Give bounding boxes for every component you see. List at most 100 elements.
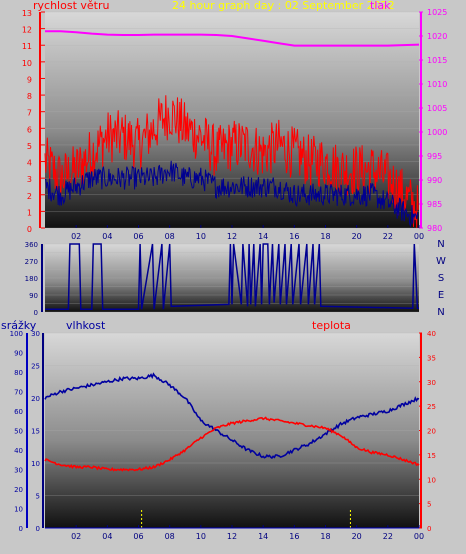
left-tick-label: 10 bbox=[22, 59, 32, 68]
x-tick-label: 16 bbox=[289, 532, 299, 541]
wind-pressure-panel: 0123456789101112139809859909951000100510… bbox=[22, 8, 448, 241]
x-tick-label: 22 bbox=[383, 532, 393, 541]
humidity-tick-label: 25 bbox=[31, 363, 40, 371]
x-tick-label: 22 bbox=[383, 232, 393, 241]
x-tick-label: 16 bbox=[289, 232, 299, 241]
right-tick-label: 1020 bbox=[427, 32, 447, 41]
compass-label: N bbox=[437, 239, 444, 250]
x-tick-label: 00 bbox=[414, 232, 424, 241]
humidity-line bbox=[44, 372, 420, 460]
compass-label: E bbox=[438, 290, 444, 301]
temperature-tick-label: 0 bbox=[427, 525, 431, 533]
x-tick-label: 10 bbox=[196, 532, 206, 541]
direction-tick-label: 0 bbox=[34, 309, 38, 317]
left-tick-label: 6 bbox=[27, 125, 32, 134]
rain-axis-label: srážky bbox=[1, 319, 37, 332]
x-tick-label: 08 bbox=[165, 232, 175, 241]
x-tick-label: 06 bbox=[133, 232, 143, 241]
rain-tick-label: 50 bbox=[14, 428, 23, 436]
chart-title: 24 hour graph day : 02 September 2022 bbox=[172, 0, 395, 12]
x-tick-label: 18 bbox=[320, 232, 330, 241]
x-tick-label: 18 bbox=[320, 532, 330, 541]
temperature-tick-label: 30 bbox=[427, 379, 436, 387]
x-tick-label: 14 bbox=[258, 232, 268, 241]
left-tick-label: 11 bbox=[22, 42, 32, 51]
left-tick-label: 5 bbox=[27, 142, 32, 151]
left-axis-label: rychlost větru bbox=[33, 0, 109, 12]
compass-label: N bbox=[437, 307, 444, 318]
temperature-tick-label: 15 bbox=[427, 452, 436, 460]
direction-tick-label: 360 bbox=[25, 241, 38, 249]
pressure-line bbox=[45, 30, 420, 47]
left-tick-label: 4 bbox=[27, 159, 32, 168]
left-tick-label: 2 bbox=[27, 192, 32, 201]
x-tick-label: 20 bbox=[352, 532, 362, 541]
rain-tick-label: 60 bbox=[14, 408, 23, 416]
left-tick-label: 9 bbox=[27, 75, 32, 84]
rain-tick-label: 0 bbox=[19, 525, 23, 533]
x-tick-label: 02 bbox=[71, 232, 81, 241]
temperature-tick-label: 40 bbox=[427, 330, 436, 338]
x-tick-label: 00 bbox=[414, 532, 424, 541]
left-tick-label: 7 bbox=[27, 109, 32, 118]
temperature-tick-label: 35 bbox=[427, 354, 436, 362]
humidity-tick-label: 5 bbox=[36, 493, 40, 501]
rain-tick-label: 40 bbox=[14, 447, 23, 455]
x-tick-label: 04 bbox=[102, 232, 112, 241]
direction-tick-label: 180 bbox=[25, 275, 38, 283]
temperature-axis-label: teplota bbox=[312, 319, 351, 332]
humidity-axis-label: vlhkost bbox=[66, 319, 106, 332]
x-tick-label: 08 bbox=[165, 532, 175, 541]
rain-tick-label: 90 bbox=[14, 350, 23, 358]
humidity-tick-label: 15 bbox=[31, 428, 40, 436]
right-tick-label: 1000 bbox=[427, 128, 447, 137]
compass-label: S bbox=[438, 273, 444, 284]
wind-direction-line bbox=[45, 243, 419, 310]
right-tick-label: 1015 bbox=[427, 56, 447, 65]
humidity-tick-label: 20 bbox=[31, 395, 40, 403]
right-tick-label: 1005 bbox=[427, 104, 447, 113]
left-tick-label: 0 bbox=[27, 225, 32, 234]
direction-tick-label: 270 bbox=[25, 258, 38, 266]
wind-average-line bbox=[45, 160, 419, 228]
rain-tick-label: 10 bbox=[14, 506, 23, 514]
left-tick-label: 13 bbox=[22, 9, 32, 18]
right-tick-label: 995 bbox=[427, 152, 442, 161]
x-tick-label: 04 bbox=[102, 532, 112, 541]
x-tick-label: 02 bbox=[71, 532, 81, 541]
rain-tick-label: 70 bbox=[14, 389, 23, 397]
right-axis-label: tlak bbox=[370, 0, 391, 12]
x-tick-label: 12 bbox=[227, 532, 237, 541]
rain-tick-label: 100 bbox=[10, 330, 23, 338]
rain-tick-label: 80 bbox=[14, 369, 23, 377]
temperature-tick-label: 5 bbox=[427, 501, 431, 509]
humidity-temperature-panel: 0102030405060708090100051015202530051015… bbox=[10, 330, 436, 541]
right-tick-label: 985 bbox=[427, 200, 442, 209]
compass-label: W bbox=[436, 256, 446, 267]
humidity-tick-label: 0 bbox=[36, 525, 40, 533]
x-tick-label: 14 bbox=[258, 532, 268, 541]
x-tick-label: 06 bbox=[133, 532, 143, 541]
x-tick-label: 12 bbox=[227, 232, 237, 241]
left-tick-label: 8 bbox=[27, 92, 32, 101]
left-tick-label: 3 bbox=[27, 175, 32, 184]
x-tick-label: 10 bbox=[196, 232, 206, 241]
left-tick-label: 1 bbox=[27, 208, 32, 217]
humidity-tick-label: 10 bbox=[31, 460, 40, 468]
temperature-tick-label: 20 bbox=[427, 428, 436, 436]
x-tick-label: 20 bbox=[352, 232, 362, 241]
temperature-tick-label: 10 bbox=[427, 476, 436, 484]
rain-tick-label: 20 bbox=[14, 486, 23, 494]
right-tick-label: 990 bbox=[427, 176, 442, 185]
direction-tick-label: 90 bbox=[29, 292, 38, 300]
right-tick-label: 980 bbox=[427, 224, 442, 233]
wind-gust-line bbox=[44, 95, 419, 229]
left-tick-label: 12 bbox=[22, 26, 32, 35]
rain-tick-label: 30 bbox=[14, 467, 23, 475]
temperature-line bbox=[44, 416, 420, 472]
right-tick-label: 1010 bbox=[427, 80, 447, 89]
temperature-tick-label: 25 bbox=[427, 403, 436, 411]
right-tick-label: 1025 bbox=[427, 8, 447, 17]
